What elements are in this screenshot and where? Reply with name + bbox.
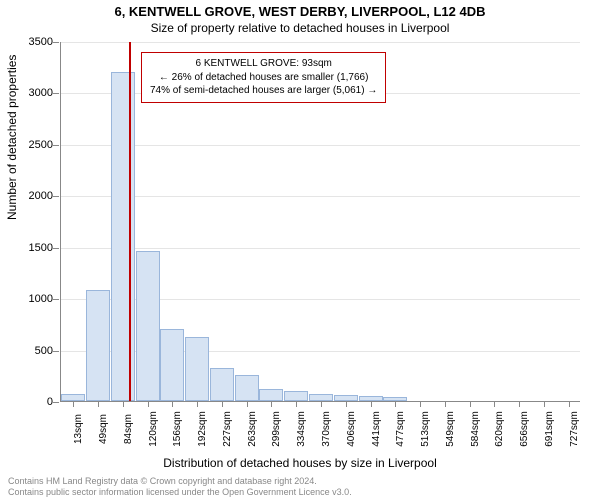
gridline xyxy=(61,248,580,249)
histogram-bar xyxy=(259,389,283,401)
y-tick xyxy=(53,196,59,197)
histogram-bar xyxy=(160,329,184,401)
x-tick xyxy=(296,401,297,407)
y-tick xyxy=(53,42,59,43)
x-tick xyxy=(321,401,322,407)
x-tick-label: 370sqm xyxy=(321,411,332,447)
x-tick-label: 513sqm xyxy=(420,411,431,447)
x-tick xyxy=(544,401,545,407)
x-tick xyxy=(494,401,495,407)
x-tick xyxy=(172,401,173,407)
x-tick xyxy=(395,401,396,407)
histogram-bar xyxy=(61,394,85,401)
info-box-line-3: 74% of semi-detached houses are larger (… xyxy=(150,84,377,98)
y-tick xyxy=(53,248,59,249)
footer-line-2: Contains public sector information licen… xyxy=(8,487,352,498)
y-tick-label: 2500 xyxy=(29,139,53,151)
x-tick-label: 263sqm xyxy=(247,411,258,447)
histogram-bar xyxy=(235,375,259,401)
histogram-bar xyxy=(86,290,110,401)
info-box: 6 KENTWELL GROVE: 93sqm← 26% of detached… xyxy=(141,52,386,103)
x-tick xyxy=(222,401,223,407)
y-tick-label: 3500 xyxy=(29,36,53,48)
x-tick xyxy=(420,401,421,407)
y-tick-label: 500 xyxy=(35,345,53,357)
x-tick xyxy=(123,401,124,407)
x-axis-title: Distribution of detached houses by size … xyxy=(0,456,600,470)
y-tick-label: 0 xyxy=(47,396,53,408)
info-box-line-1: 6 KENTWELL GROVE: 93sqm xyxy=(150,57,377,71)
x-tick xyxy=(445,401,446,407)
x-tick xyxy=(371,401,372,407)
histogram-bar xyxy=(185,337,209,401)
page-title: 6, KENTWELL GROVE, WEST DERBY, LIVERPOOL… xyxy=(0,4,600,21)
x-tick-label: 549sqm xyxy=(445,411,456,447)
x-tick xyxy=(346,401,347,407)
plot-area: 050010001500200025003000350013sqm49sqm84… xyxy=(60,42,580,402)
info-box-line-2: ← 26% of detached houses are smaller (1,… xyxy=(150,71,377,85)
y-tick xyxy=(53,145,59,146)
x-tick xyxy=(519,401,520,407)
y-tick xyxy=(53,93,59,94)
y-tick-label: 3000 xyxy=(29,87,53,99)
y-tick xyxy=(53,299,59,300)
x-tick xyxy=(271,401,272,407)
x-tick-label: 620sqm xyxy=(494,411,505,447)
x-tick-label: 227sqm xyxy=(222,411,233,447)
x-tick xyxy=(247,401,248,407)
y-tick xyxy=(53,402,59,403)
title-block: 6, KENTWELL GROVE, WEST DERBY, LIVERPOOL… xyxy=(0,4,600,36)
y-tick-label: 1500 xyxy=(29,242,53,254)
x-tick-label: 441sqm xyxy=(371,411,382,447)
x-tick-label: 691sqm xyxy=(544,411,555,447)
x-tick xyxy=(73,401,74,407)
x-tick xyxy=(197,401,198,407)
histogram-bar xyxy=(136,251,160,401)
gridline xyxy=(61,145,580,146)
x-tick-label: 156sqm xyxy=(172,411,183,447)
x-tick-label: 406sqm xyxy=(346,411,357,447)
y-tick xyxy=(53,351,59,352)
gridline xyxy=(61,196,580,197)
x-tick-label: 120sqm xyxy=(148,411,159,447)
footer: Contains HM Land Registry data © Crown c… xyxy=(8,476,352,499)
x-tick xyxy=(569,401,570,407)
histogram-bar xyxy=(111,72,135,401)
x-tick-label: 656sqm xyxy=(519,411,530,447)
x-tick-label: 727sqm xyxy=(569,411,580,447)
y-axis-title: Number of detached properties xyxy=(5,55,19,220)
x-tick-label: 584sqm xyxy=(470,411,481,447)
x-tick xyxy=(148,401,149,407)
x-tick xyxy=(98,401,99,407)
page-subtitle: Size of property relative to detached ho… xyxy=(0,21,600,37)
x-tick-label: 192sqm xyxy=(197,411,208,447)
histogram-bar xyxy=(210,368,234,401)
x-tick-label: 334sqm xyxy=(296,411,307,447)
chart-container: 6, KENTWELL GROVE, WEST DERBY, LIVERPOOL… xyxy=(0,0,600,500)
property-marker-line xyxy=(129,42,131,401)
histogram-bar xyxy=(309,394,333,401)
x-tick-label: 84sqm xyxy=(123,414,134,444)
y-tick-label: 2000 xyxy=(29,190,53,202)
x-tick-label: 49sqm xyxy=(98,414,109,444)
x-tick xyxy=(470,401,471,407)
x-tick-label: 13sqm xyxy=(73,414,84,444)
gridline xyxy=(61,42,580,43)
x-tick-label: 477sqm xyxy=(395,411,406,447)
footer-line-1: Contains HM Land Registry data © Crown c… xyxy=(8,476,352,487)
histogram-bar xyxy=(284,391,308,401)
y-tick-label: 1000 xyxy=(29,293,53,305)
x-tick-label: 299sqm xyxy=(271,411,282,447)
chart-area: 050010001500200025003000350013sqm49sqm84… xyxy=(60,42,580,402)
